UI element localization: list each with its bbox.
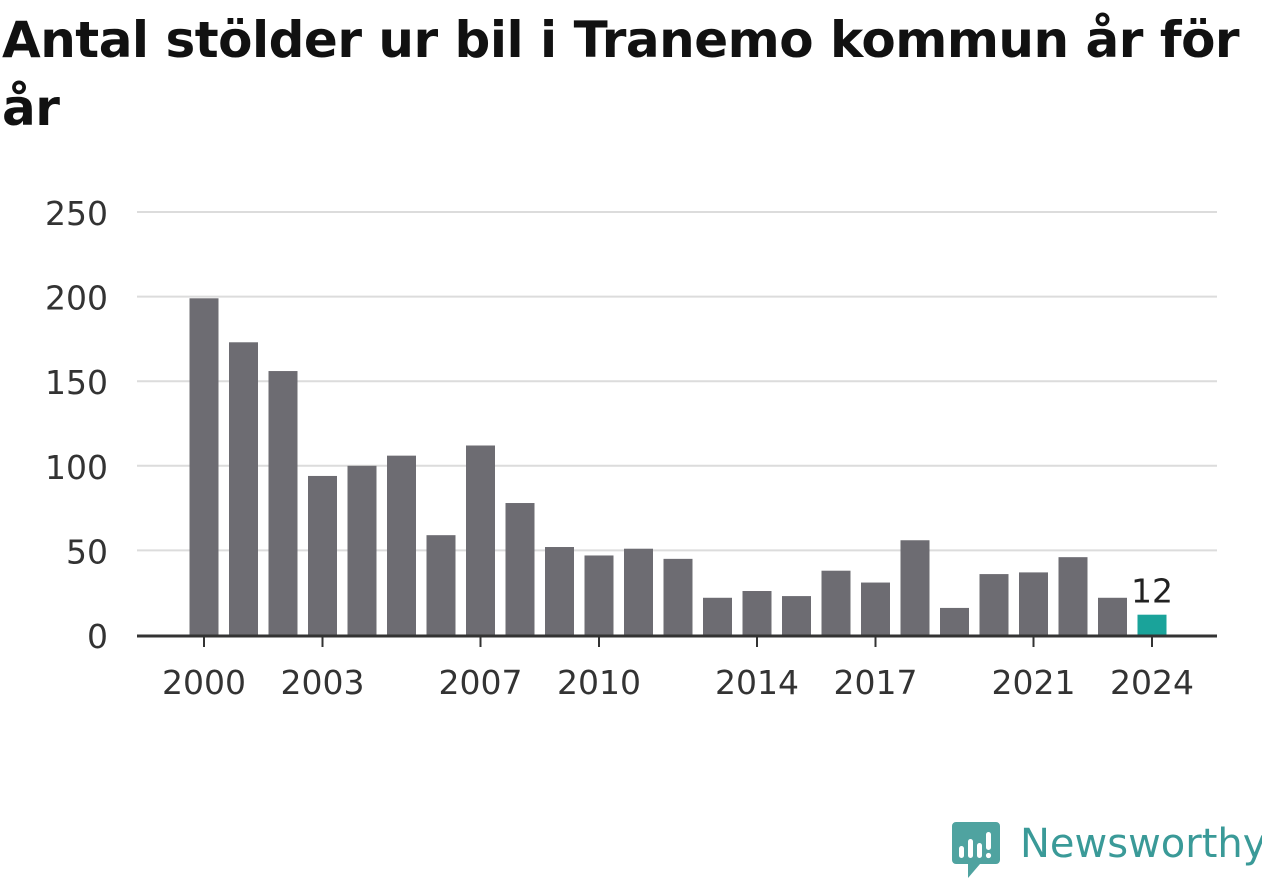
brand-name: Newsworthy (1020, 821, 1262, 867)
bar-2011 (624, 548, 653, 635)
bar-2005 (387, 455, 416, 635)
bar-2001 (229, 342, 258, 635)
bar-2002 (268, 371, 298, 635)
y-axis-tick-labels: 0 50 100 150 200 250 (45, 194, 108, 656)
bar-2021 (1019, 572, 1048, 635)
x-tick-label: 2003 (281, 663, 365, 702)
bar-2020 (979, 574, 1009, 635)
y-tick-label: 0 (87, 617, 108, 656)
data-labels: 12 (1131, 572, 1173, 611)
x-tick-label: 2014 (715, 663, 799, 702)
x-tick-label: 2021 (992, 663, 1076, 702)
x-tick-label: 2007 (439, 663, 523, 702)
bar-2019 (940, 607, 969, 635)
y-tick-label: 100 (45, 448, 108, 487)
x-axis-ticks: 2000 2003 2007 2010 2014 2017 2021 2024 (162, 637, 1194, 702)
y-tick-label: 200 (45, 279, 108, 318)
x-tick-label: 2000 (162, 663, 246, 702)
bar-2009 (545, 547, 574, 635)
bar-2012 (663, 558, 693, 635)
x-tick-label: 2010 (557, 663, 641, 702)
bar-2010 (584, 555, 614, 635)
chart-title: Antal stölder ur bil i Tranemo kommun år… (2, 11, 1240, 137)
bar-2004 (347, 465, 377, 635)
bar-2024 (1137, 614, 1167, 635)
bar-2023 (1098, 597, 1127, 635)
bar-2022 (1058, 557, 1088, 635)
x-tick-label: 2024 (1110, 663, 1194, 702)
bar-2007 (466, 445, 495, 635)
data-label-2024: 12 (1131, 572, 1173, 611)
bar-2018 (900, 540, 930, 635)
grid-lines (137, 211, 1217, 552)
bar-2014 (742, 591, 772, 635)
bar-2015 (782, 596, 811, 635)
newsworthy-logo-icon (952, 822, 1000, 878)
y-tick-label: 150 (45, 363, 108, 402)
y-tick-label: 250 (45, 194, 108, 233)
bar-2003 (308, 475, 337, 635)
bar-2013 (703, 597, 732, 635)
bar-2017 (861, 582, 890, 635)
bars (189, 298, 1167, 635)
bar-2006 (426, 535, 456, 635)
x-tick-label: 2017 (834, 663, 918, 702)
bar-2000 (189, 298, 219, 635)
y-tick-label: 50 (66, 532, 108, 571)
bar-2008 (505, 503, 535, 635)
bar-2016 (821, 570, 851, 635)
